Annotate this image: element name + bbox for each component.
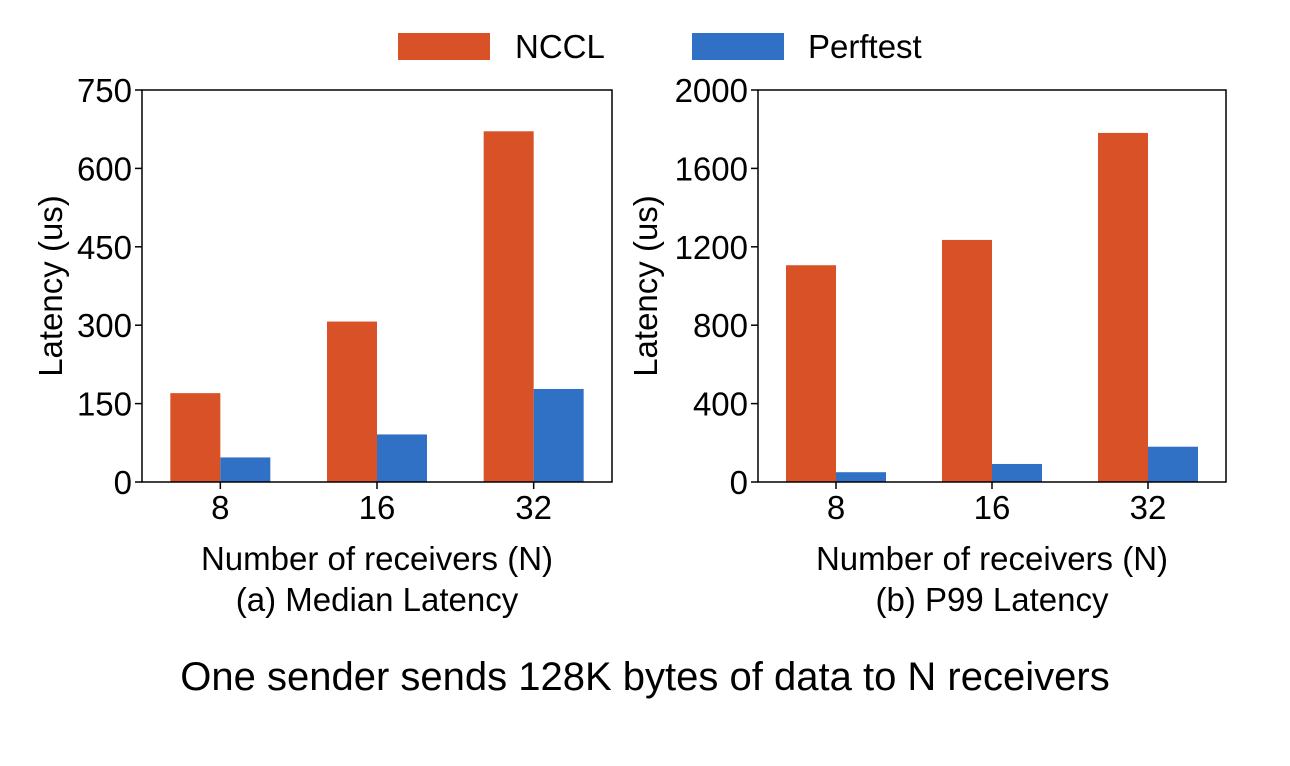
x-ticks: 8 16 32 [827, 482, 1167, 526]
x-tick-label: 32 [515, 489, 552, 526]
x-ticks: 8 16 32 [211, 482, 552, 526]
y-ticks: 0 400 800 1200 1600 2000 [675, 72, 758, 501]
bar-nccl-8 [170, 393, 221, 482]
x-axis-label: Number of receivers (N) [201, 540, 553, 577]
x-tick-label: 32 [1130, 489, 1167, 526]
figure-caption: One sender sends 128K bytes of data to N… [180, 655, 1109, 699]
y-tick-label: 750 [77, 72, 132, 109]
legend: NCCL Perftest [398, 28, 922, 65]
y-tick-label: 600 [77, 150, 132, 187]
y-tick-label: 1600 [675, 150, 748, 187]
bars [170, 131, 584, 483]
bar-nccl-16 [327, 321, 377, 482]
bar-nccl-16 [942, 239, 992, 482]
bar-perftest-8 [220, 457, 271, 482]
y-ticks: 0 150 300 450 600 750 [77, 72, 142, 501]
bar-nccl-32 [1098, 132, 1148, 482]
bar-perftest-32 [1148, 446, 1198, 482]
x-axis-label: Number of receivers (N) [816, 540, 1168, 577]
y-tick-label: 400 [693, 386, 748, 423]
y-tick-label: 1200 [675, 229, 748, 266]
y-tick-label: 300 [77, 307, 132, 344]
bar-perftest-8 [836, 472, 886, 482]
bar-nccl-8 [786, 265, 836, 482]
y-tick-label: 800 [693, 307, 748, 344]
x-tick-label: 8 [211, 489, 229, 526]
plot-frame [141, 89, 613, 483]
y-tick-label: 150 [77, 386, 132, 423]
bar-perftest-16 [992, 463, 1042, 482]
legend-label-perftest: Perftest [808, 28, 922, 65]
p99-latency-chart: 0 400 800 1200 1600 2000 8 16 32 Latency (us) N… [627, 72, 1227, 618]
x-tick-label: 8 [827, 489, 845, 526]
median-latency-chart: 0 150 300 450 600 750 8 16 32 Latency (us) Numb… [32, 72, 613, 618]
x-tick-label: 16 [974, 489, 1011, 526]
subplot-title: (b) P99 Latency [876, 581, 1109, 618]
legend-swatch-perftest [692, 33, 784, 60]
legend-label-nccl: NCCL [515, 28, 605, 65]
plot-frame [757, 89, 1227, 483]
y-tick-label: 0 [114, 464, 132, 501]
bar-perftest-16 [377, 434, 427, 482]
y-axis-label: Latency (us) [32, 195, 69, 377]
y-tick-label: 0 [730, 464, 748, 501]
y-axis-label: Latency (us) [627, 195, 664, 377]
y-tick-label: 450 [77, 229, 132, 266]
bars [786, 132, 1198, 482]
bar-nccl-32 [483, 131, 534, 483]
y-tick-label: 2000 [675, 72, 748, 109]
bar-perftest-32 [533, 388, 584, 482]
x-tick-label: 16 [359, 489, 396, 526]
subplot-title: (a) Median Latency [236, 581, 519, 618]
legend-swatch-nccl [398, 33, 490, 60]
